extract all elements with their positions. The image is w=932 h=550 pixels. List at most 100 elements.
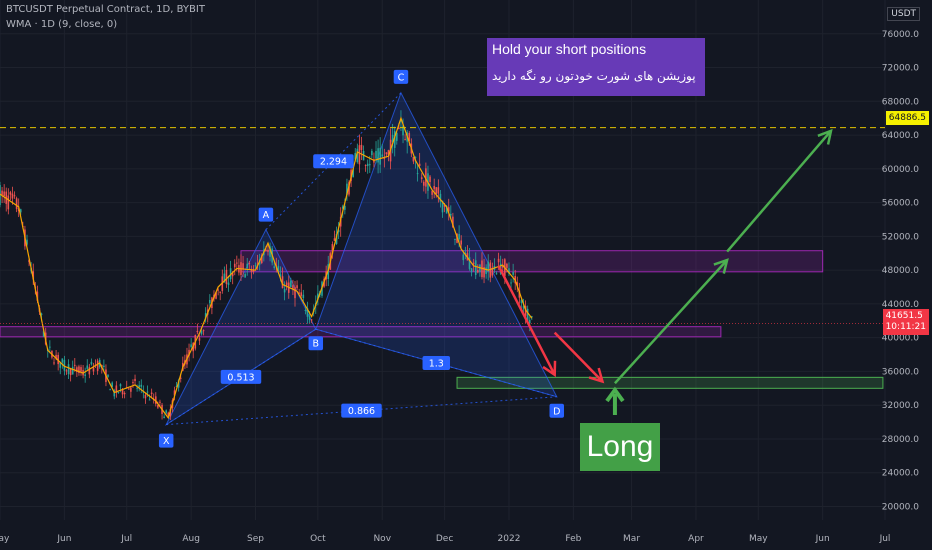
long-label[interactable]: Long (580, 423, 660, 471)
pattern-point-a: A (258, 207, 274, 222)
pattern-point-x-bg (158, 433, 174, 448)
x-tick-label: Mar (623, 534, 640, 544)
candle-body (267, 249, 269, 252)
current-price-value: 41651.5 (885, 311, 923, 321)
candle-body (3, 191, 5, 197)
long-arrow-2 (726, 128, 833, 253)
candle-body (308, 316, 311, 320)
candle-body (404, 139, 406, 141)
x-tick-label: Jul (120, 534, 132, 544)
candle-body (443, 204, 446, 207)
candle-body (524, 305, 527, 317)
candle-body (433, 186, 435, 190)
candle-body (136, 387, 138, 389)
short-arrow-2-head (588, 367, 605, 384)
ratio-label-bg (313, 154, 354, 169)
candle-body (144, 394, 147, 399)
candle-body (215, 292, 217, 299)
candle-body (121, 389, 124, 395)
candle-body (53, 362, 55, 364)
x-tick-label: Dec (436, 534, 453, 544)
x-tick-label: May (749, 534, 768, 544)
y-tick-label: 40000.0 (882, 334, 919, 344)
candle-body (225, 269, 228, 285)
candle-body (437, 187, 440, 194)
candle-body (117, 392, 120, 394)
x-tick-label: Oct (310, 534, 326, 544)
indicator-legend[interactable]: WMA · 1D (9, close, 0) (6, 19, 118, 30)
candle-body (497, 258, 500, 263)
candle-body (103, 365, 105, 368)
candle-body (306, 308, 309, 317)
candle-body (202, 330, 205, 332)
candle-body (49, 346, 51, 348)
pattern-point-d-bg (549, 403, 565, 418)
y-tick-label: 72000.0 (882, 64, 919, 74)
x-tick-label: Jul (879, 534, 891, 544)
candle-body (445, 206, 448, 214)
x-tick-label: Jun (815, 534, 830, 544)
pattern-point-c: C (393, 69, 409, 84)
ratio-label-text: 0.513 (227, 372, 254, 383)
candle-body (159, 401, 161, 403)
pattern-point-a-bg (258, 207, 274, 222)
candle-body (283, 288, 286, 293)
candle-body (7, 195, 10, 210)
candle-body (242, 263, 244, 270)
currency-label[interactable]: USDT (887, 7, 920, 21)
y-tick-label: 56000.0 (882, 199, 919, 209)
candle-body (360, 144, 363, 151)
candle-body (76, 367, 78, 372)
wma-line (0, 116, 533, 420)
short-positions-callout[interactable]: Hold your short positions پوزیشن های شور… (487, 38, 705, 96)
candle-body (462, 254, 465, 261)
short-arrow-2-shaft (553, 331, 604, 383)
pattern-point-a-text: A (263, 210, 270, 221)
candle-body (40, 313, 43, 315)
candle-body (337, 229, 340, 233)
y-tick-label: 76000.0 (882, 30, 919, 40)
candle-body (223, 273, 226, 283)
candle-body (352, 169, 354, 178)
candle-body (69, 368, 72, 376)
candle-body (344, 205, 346, 210)
candle-body (483, 267, 485, 278)
candle-body (92, 367, 95, 372)
candle-body (260, 255, 263, 264)
candle-body (354, 153, 357, 160)
ratio-label-bg (341, 403, 382, 418)
candle-body (447, 207, 450, 212)
candle-body (485, 267, 487, 274)
candle-body (86, 365, 89, 369)
candle-body (412, 156, 415, 162)
candle-body (88, 367, 91, 375)
candle-body (78, 366, 80, 374)
candle-body (489, 262, 492, 278)
candle-body (281, 276, 284, 289)
candle-body (113, 390, 116, 397)
y-tick-label: 44000.0 (882, 300, 919, 310)
y-tick-label: 60000.0 (882, 165, 919, 175)
candle-body (452, 216, 454, 228)
candle-body (123, 392, 126, 395)
x-tick-label: Apr (688, 534, 704, 544)
candle-body (209, 300, 211, 304)
ratio-label: 0.866 (341, 403, 382, 418)
x-tick-label: Nov (373, 534, 391, 544)
candle-body (227, 282, 230, 286)
zone-middle (0, 326, 722, 338)
pattern-point-x: X (158, 433, 174, 448)
candle-body (317, 293, 319, 300)
candle-body (236, 262, 238, 264)
candle-body (128, 388, 130, 390)
candle-body (383, 157, 386, 159)
candle-body (67, 364, 70, 375)
candle-body (265, 249, 267, 251)
y-tick-label: 52000.0 (882, 232, 919, 242)
candle-body (298, 292, 300, 294)
candle-body (26, 239, 28, 245)
candle-body (248, 262, 251, 264)
candle-body (508, 268, 510, 274)
candle-body (179, 377, 182, 379)
